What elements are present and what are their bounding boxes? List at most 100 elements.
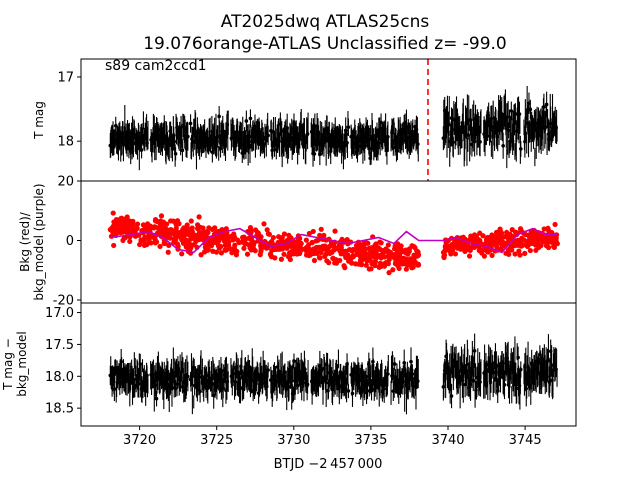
bkg-point	[111, 242, 117, 249]
bkg-point	[213, 249, 220, 255]
data-point	[111, 129, 115, 133]
bkg-point	[321, 232, 327, 239]
bkg-point	[545, 225, 551, 231]
bkg-point	[241, 245, 247, 251]
bkg-point	[174, 241, 180, 247]
bkg-point	[384, 248, 390, 254]
bkg-point	[357, 257, 364, 263]
bkg-point	[250, 246, 257, 252]
data-point	[513, 112, 518, 116]
ytick-label: 20	[57, 175, 74, 190]
bkg-point	[286, 232, 292, 238]
bkg-point	[185, 228, 191, 234]
bkg-point	[353, 261, 359, 267]
bkg-point	[386, 270, 392, 276]
bkg-point	[240, 236, 247, 242]
bkg-point	[242, 241, 248, 247]
bkg-point	[380, 248, 386, 254]
bkg-point	[268, 253, 274, 259]
bkg-point	[358, 262, 365, 268]
bkg-point	[415, 262, 421, 268]
bkg-point	[324, 247, 331, 253]
ytick-label: -20	[53, 294, 74, 309]
bkg-point	[264, 227, 270, 233]
bkg-point	[332, 228, 338, 234]
bkg-point	[188, 218, 194, 224]
ytick-label: 0	[66, 234, 74, 249]
bkg-point	[187, 246, 193, 252]
bkg-point	[398, 247, 405, 253]
bkg-point	[392, 243, 398, 249]
data-point	[266, 133, 270, 138]
bkg-point	[466, 253, 473, 259]
data-point	[173, 152, 178, 156]
bkg-point	[218, 235, 224, 241]
bkg-point	[306, 230, 312, 237]
bkg-point	[534, 242, 540, 248]
bkg-point	[489, 232, 495, 238]
bkg-point	[517, 252, 523, 258]
bkg-point	[506, 251, 512, 257]
bkg-point	[489, 236, 495, 242]
bkg-point	[258, 249, 264, 255]
data-point	[375, 128, 379, 132]
bkg-point	[552, 221, 558, 228]
data-point	[350, 391, 355, 396]
bkg-point	[484, 249, 491, 255]
bkg-point	[362, 255, 368, 261]
bkg-point	[303, 252, 310, 258]
bkg-point	[210, 238, 216, 244]
bkg-point	[442, 248, 448, 254]
bkg-point	[160, 219, 167, 225]
bkg-point	[124, 214, 130, 220]
data-point	[471, 379, 476, 383]
bkg-point	[509, 227, 515, 233]
bkg-point	[117, 225, 123, 231]
bkg-point	[445, 243, 451, 249]
data-point	[402, 361, 406, 365]
bkg-point	[375, 254, 382, 260]
bkg-point	[371, 247, 377, 253]
data-point	[296, 383, 300, 388]
bkg-point	[403, 266, 409, 272]
data-point	[292, 359, 296, 363]
data-point	[501, 143, 505, 148]
bkg-point	[354, 244, 360, 250]
bkg-point	[124, 229, 130, 236]
bkg-point	[415, 249, 421, 255]
bkg-point	[459, 246, 465, 252]
bkg-point	[322, 243, 328, 249]
bkg-point	[269, 247, 275, 254]
bkg-point	[495, 230, 501, 236]
bkg-point	[454, 240, 460, 246]
bkg-point	[523, 242, 529, 248]
bkg-point	[173, 225, 179, 231]
data-point	[180, 148, 185, 153]
bkg-point	[375, 245, 382, 251]
bkg-point	[528, 234, 534, 240]
bkg-point	[118, 220, 124, 226]
bkg-point	[317, 232, 323, 238]
bkg-point	[515, 237, 521, 243]
bkg-point	[270, 234, 276, 241]
bkg-point	[130, 218, 136, 225]
bkg-point	[493, 240, 499, 246]
bkg-model-line	[110, 227, 558, 254]
bkg-point	[134, 221, 141, 227]
ytick-label: 18.5	[45, 402, 74, 417]
bkg-point	[268, 239, 274, 245]
bkg-point	[120, 229, 126, 235]
data-point	[154, 396, 159, 401]
bkg-point	[367, 253, 374, 260]
bkg-point	[471, 244, 478, 250]
bkg-point	[137, 241, 143, 248]
data-point	[266, 368, 270, 372]
panel-bottom-frame	[80, 302, 577, 427]
panel-middle-ylabel-line1: Bkg (red)/	[18, 211, 32, 272]
data-point	[472, 349, 477, 353]
bkg-point	[206, 239, 212, 246]
xtick-label: 3730	[277, 433, 310, 448]
bkg-point	[467, 247, 473, 253]
data-point	[312, 152, 317, 156]
data-point	[409, 359, 413, 364]
